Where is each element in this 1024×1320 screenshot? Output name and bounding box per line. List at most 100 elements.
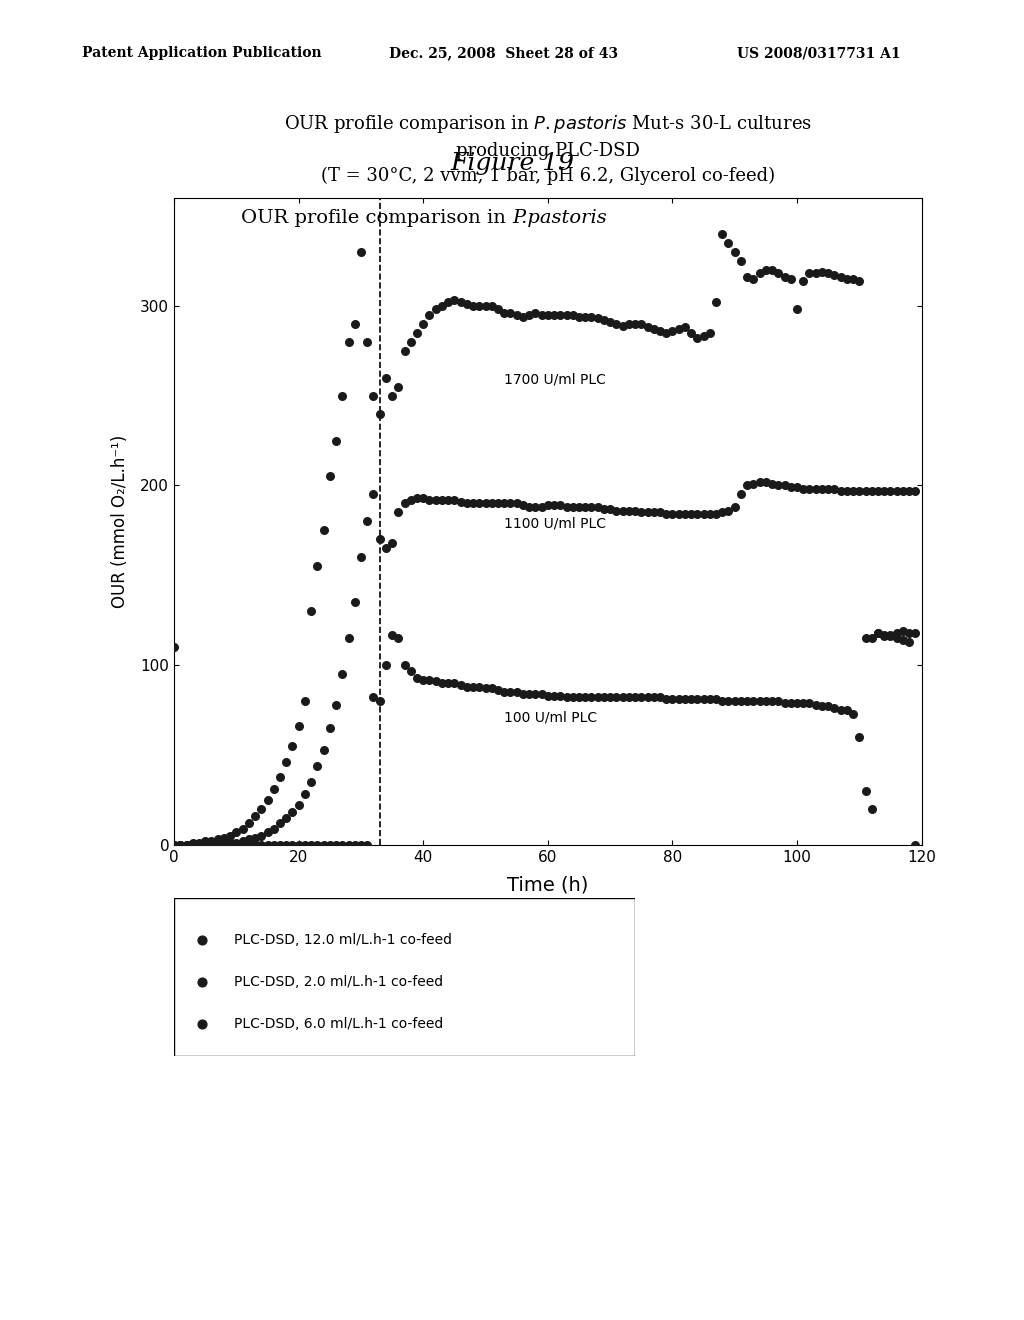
Point (421, 490, 437, 511)
Point (714, 502, 730, 523)
Point (558, 496, 574, 517)
Text: Patent Application Publication: Patent Application Publication (82, 46, 322, 61)
Point (907, 834, 924, 855)
Point (197, 834, 213, 855)
Point (477, 678, 494, 700)
Point (596, 498, 612, 519)
Point (402, 660, 419, 681)
Point (889, 622, 905, 643)
Point (291, 834, 307, 855)
Point (496, 302, 512, 323)
Point (291, 715, 307, 737)
Point (901, 622, 918, 643)
Point (278, 808, 295, 829)
Point (770, 690, 786, 711)
Point (222, 834, 239, 855)
Point (483, 678, 500, 700)
Point (795, 478, 811, 499)
Point (814, 696, 830, 717)
Point (608, 313, 625, 334)
Point (695, 689, 712, 710)
Point (720, 500, 736, 521)
Point (602, 312, 618, 333)
Point (851, 271, 867, 292)
Point (608, 686, 625, 708)
Point (184, 833, 201, 854)
Point (359, 834, 376, 855)
Point (166, 834, 182, 855)
Point (434, 673, 451, 694)
Point (739, 690, 756, 711)
Point (714, 690, 730, 711)
Point (745, 690, 762, 711)
Point (633, 313, 649, 334)
Point (378, 367, 394, 388)
Point (297, 784, 313, 805)
Point (346, 834, 362, 855)
Point (795, 692, 811, 713)
Point (222, 825, 239, 846)
Point (278, 834, 295, 855)
Point (869, 480, 886, 502)
X-axis label: Time (h): Time (h) (507, 875, 589, 895)
Point (515, 306, 531, 327)
Point (788, 692, 805, 713)
Point (471, 296, 487, 317)
Point (820, 478, 837, 499)
Point (671, 689, 687, 710)
Point (166, 636, 182, 657)
Point (820, 696, 837, 717)
Point (527, 684, 544, 705)
Point (184, 834, 201, 855)
Point (851, 726, 867, 747)
Point (210, 834, 226, 855)
Point (808, 694, 824, 715)
Point (695, 326, 712, 347)
Point (203, 834, 220, 855)
Point (328, 430, 344, 451)
Point (253, 834, 269, 855)
Point (540, 495, 556, 516)
Point (820, 263, 837, 284)
Point (178, 834, 195, 855)
Point (739, 267, 756, 288)
Point (534, 496, 550, 517)
Point (172, 834, 188, 855)
Point (309, 755, 326, 776)
Point (745, 473, 762, 494)
Point (297, 834, 313, 855)
Point (758, 259, 774, 280)
Point (645, 686, 662, 708)
Point (614, 500, 631, 521)
Text: Figure 19: Figure 19 (450, 152, 574, 174)
Title: OUR profile comparison in $\it{P.pastoris}$ Mut-s 30-L cultures
producing PLC-DS: OUR profile comparison in $\it{P.pastori… (284, 114, 812, 185)
Point (409, 322, 425, 343)
Point (758, 690, 774, 711)
Point (346, 313, 362, 334)
Point (701, 322, 718, 343)
Point (733, 484, 750, 506)
Point (509, 492, 525, 513)
Point (352, 242, 370, 263)
Text: US 2008/0317731 A1: US 2008/0317731 A1 (737, 46, 901, 61)
Point (402, 331, 419, 352)
Point (434, 296, 451, 317)
Point (578, 496, 594, 517)
Point (278, 751, 295, 772)
Point (502, 492, 518, 513)
Point (845, 268, 861, 289)
Point (570, 686, 587, 708)
Point (764, 259, 780, 280)
Point (234, 818, 251, 840)
Point (683, 322, 699, 343)
Point (584, 686, 600, 708)
Point (415, 669, 431, 690)
Point (877, 480, 893, 502)
Point (883, 626, 899, 647)
Point (372, 690, 388, 711)
Point (752, 690, 768, 711)
Point (190, 833, 207, 854)
Point (863, 799, 880, 820)
Point (253, 825, 269, 846)
Point (409, 487, 425, 508)
